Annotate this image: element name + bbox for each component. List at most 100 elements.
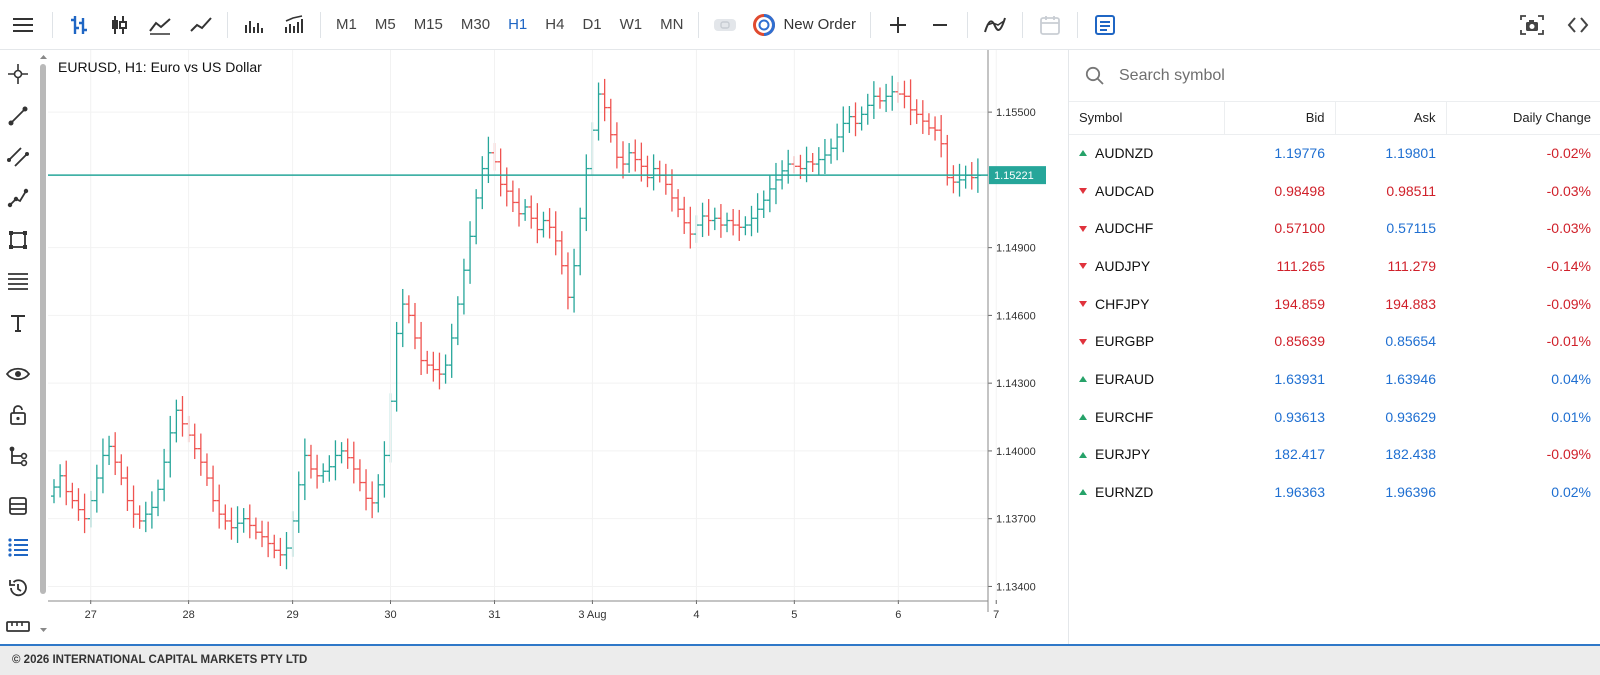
timeframe-m1[interactable]: M1 (336, 15, 357, 33)
timeframe-mn[interactable]: MN (660, 15, 684, 33)
column-header-symbol[interactable]: Symbol (1069, 102, 1225, 135)
new-order-label: New Order (783, 16, 856, 33)
symbol-name: AUDCAD (1095, 182, 1155, 199)
bid-price[interactable]: 182.417 (1274, 446, 1325, 463)
timeframe-m5[interactable]: M5 (374, 15, 396, 33)
table-row[interactable]: EURJPY 182.417 182.438 -0.09% (1069, 436, 1600, 474)
symbol-cell[interactable]: CHFJPY (1069, 285, 1224, 323)
ask-price[interactable]: 0.93629 (1385, 408, 1436, 425)
symbol-cell[interactable]: AUDCAD (1069, 172, 1224, 210)
table-row[interactable]: EURGBP 0.85639 0.85654 -0.01% (1069, 322, 1600, 360)
tick-volume-icon[interactable] (274, 0, 314, 50)
lock-icon[interactable] (4, 401, 32, 429)
column-header-daily-change[interactable]: Daily Change (1446, 102, 1600, 135)
polyline-icon[interactable] (4, 184, 32, 212)
timeframe-m15[interactable]: M15 (413, 15, 443, 33)
list-icon[interactable] (4, 533, 32, 561)
calendar-icon[interactable] (1029, 0, 1071, 50)
eye-icon[interactable] (4, 360, 32, 388)
bid-price[interactable]: 1.63931 (1274, 370, 1325, 387)
table-row[interactable]: AUDNZD 1.19776 1.19801 -0.02% (1069, 134, 1600, 172)
ruler-icon[interactable] (4, 616, 32, 636)
symbol-cell[interactable]: AUDJPY (1069, 247, 1224, 285)
column-header-ask[interactable]: Ask (1335, 102, 1447, 135)
symbol-cell[interactable]: EURJPY (1069, 436, 1224, 474)
symbol-cell[interactable]: EURGBP (1069, 322, 1224, 360)
timeframe-h1[interactable]: H1 (508, 15, 528, 33)
bid-price[interactable]: 1.19776 (1274, 145, 1325, 162)
table-row[interactable]: AUDCHF 0.57100 0.57115 -0.03% (1069, 209, 1600, 247)
ask-price[interactable]: 1.96396 (1385, 484, 1436, 501)
toolbar-separator (52, 11, 53, 38)
symbol-cell[interactable]: EURNZD (1069, 473, 1224, 511)
scroll-up-arrow-icon[interactable] (39, 54, 48, 60)
bid-price[interactable]: 111.265 (1276, 257, 1325, 274)
scrollbar-thumb[interactable] (40, 64, 46, 594)
toggle-icon[interactable] (705, 0, 745, 50)
minus-icon[interactable] (919, 0, 961, 50)
ask-price[interactable]: 1.63946 (1385, 370, 1436, 387)
timeframe-w1[interactable]: W1 (619, 15, 643, 33)
volume-bars-icon[interactable] (234, 0, 274, 50)
line-icon[interactable] (4, 102, 32, 130)
triangle-down-icon (1079, 225, 1087, 232)
timeframe-d1[interactable]: D1 (582, 15, 602, 33)
screenshot-icon[interactable] (1508, 0, 1556, 50)
menu-icon[interactable] (0, 0, 46, 50)
new-order-button[interactable]: New Order (745, 0, 864, 50)
history-icon[interactable] (4, 574, 32, 602)
search-input[interactable] (1119, 66, 1539, 85)
symbol-cell[interactable]: EURAUD (1069, 360, 1224, 398)
chevron-left-right-icon[interactable] (1556, 0, 1600, 50)
daily-change: -0.14% (1546, 257, 1591, 274)
ask-price[interactable]: 0.98511 (1386, 182, 1436, 199)
bid-price[interactable]: 0.57100 (1274, 220, 1325, 237)
symbol-name: AUDNZD (1095, 145, 1154, 162)
shape-icon[interactable] (4, 226, 32, 254)
trade-panel-icon[interactable] (1084, 0, 1126, 50)
ask-price[interactable]: 182.438 (1385, 446, 1436, 463)
bar-chart-icon[interactable] (59, 0, 99, 50)
price-chart[interactable]: 1.15500 1.14900 1.14600 1.14300 1.14000 1.137… (48, 50, 1068, 645)
crosshair-icon[interactable] (4, 60, 32, 88)
plus-icon[interactable] (877, 0, 919, 50)
symbol-name: AUDJPY (1095, 257, 1151, 274)
bid-price[interactable]: 1.96363 (1274, 484, 1325, 501)
candlestick-icon[interactable] (99, 0, 139, 50)
table-row[interactable]: EURAUD 1.63931 1.63946 0.04% (1069, 360, 1600, 398)
fibonacci-icon[interactable] (4, 267, 32, 295)
chart-canvas[interactable]: 1.15500 1.14900 1.14600 1.14300 1.14000 1.137… (48, 50, 1068, 645)
symbol-cell[interactable]: AUDNZD (1069, 134, 1224, 172)
x-axis-tick-label: 4 (693, 609, 699, 621)
table-row[interactable]: EURCHF 0.93613 0.93629 0.01% (1069, 398, 1600, 436)
table-row[interactable]: AUDCAD 0.98498 0.98511 -0.03% (1069, 172, 1600, 210)
layers-icon[interactable] (4, 492, 32, 520)
symbol-cell[interactable]: AUDCHF (1069, 209, 1224, 247)
drawing-toolbar-scrollbar[interactable] (39, 55, 48, 640)
timeframe-m30[interactable]: M30 (460, 15, 491, 33)
line-chart-icon[interactable] (139, 0, 181, 50)
ask-price[interactable]: 111.279 (1387, 257, 1436, 274)
scroll-down-arrow-icon[interactable] (39, 627, 48, 633)
objects-tree-icon[interactable] (4, 442, 32, 470)
ask-price[interactable]: 1.19801 (1385, 145, 1436, 162)
table-row[interactable]: AUDJPY 111.265 111.279 -0.14% (1069, 247, 1600, 285)
column-header-bid[interactable]: Bid (1224, 102, 1336, 135)
text-icon[interactable] (4, 309, 32, 337)
symbol-name: CHFJPY (1095, 295, 1150, 312)
ask-price[interactable]: 194.883 (1385, 295, 1436, 312)
bid-price[interactable]: 194.859 (1274, 295, 1325, 312)
bid-price[interactable]: 0.98498 (1274, 182, 1325, 199)
triangle-up-icon (1079, 451, 1087, 458)
ask-price[interactable]: 0.57115 (1386, 220, 1436, 237)
symbol-cell[interactable]: EURCHF (1069, 398, 1224, 436)
channel-icon[interactable] (4, 143, 32, 171)
bid-price[interactable]: 0.85639 (1274, 333, 1325, 350)
indicators-icon[interactable] (974, 0, 1016, 50)
table-row[interactable]: CHFJPY 194.859 194.883 -0.09% (1069, 285, 1600, 323)
table-row[interactable]: EURNZD 1.96363 1.96396 0.02% (1069, 473, 1600, 511)
timeframe-h4[interactable]: H4 (545, 15, 565, 33)
bid-price[interactable]: 0.93613 (1274, 408, 1325, 425)
ask-price[interactable]: 0.85654 (1385, 333, 1436, 350)
line-chart-alt-icon[interactable] (181, 0, 221, 50)
